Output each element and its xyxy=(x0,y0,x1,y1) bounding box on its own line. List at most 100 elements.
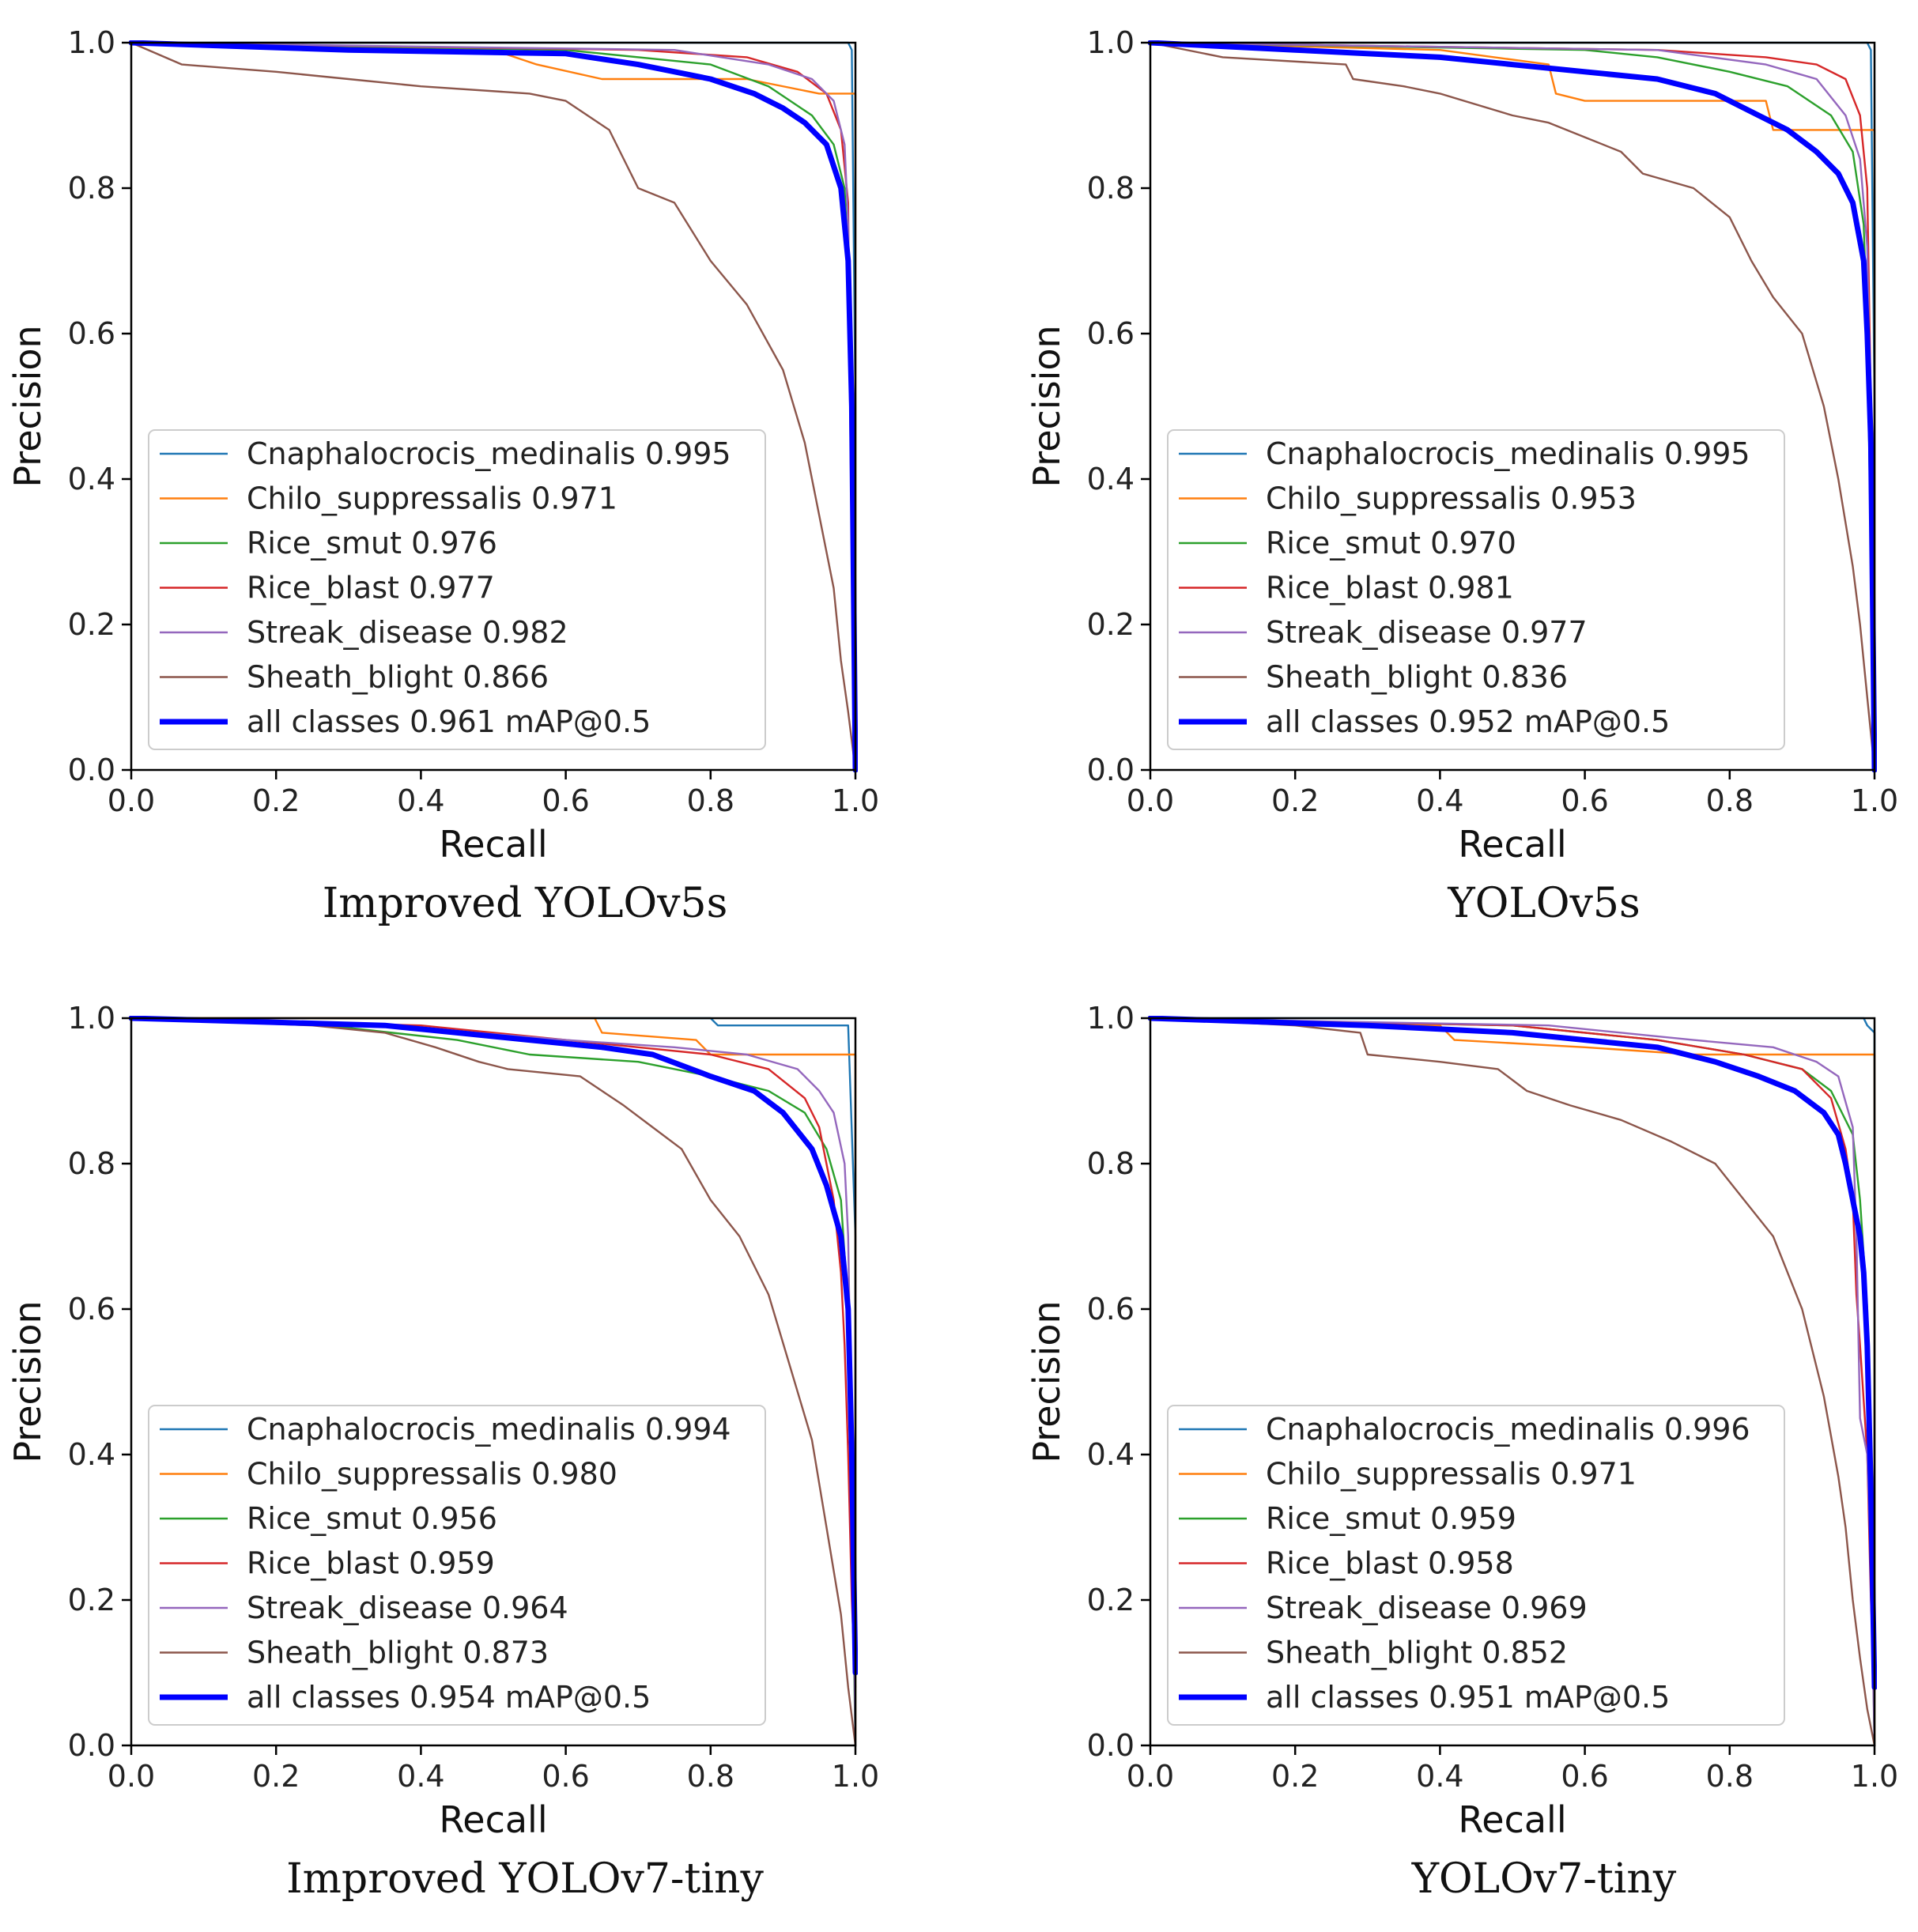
y-tick-label: 0.8 xyxy=(1087,1146,1135,1181)
legend-entry: Chilo_suppressalis 0.971 xyxy=(247,481,617,516)
legend-entry: Sheath_blight 0.852 xyxy=(1266,1636,1568,1670)
series-line-streak-disease xyxy=(130,1017,857,1747)
legend-entry: all classes 0.951 mAP@0.5 xyxy=(1266,1680,1670,1715)
legend-box xyxy=(148,1405,766,1726)
series-line-all-classes xyxy=(129,40,858,772)
y-tick-label: 0.2 xyxy=(68,607,115,642)
y-tick-label: 0.2 xyxy=(1087,1583,1135,1617)
x-tick-label: 0.0 xyxy=(1127,783,1174,818)
y-tick-label: 0.2 xyxy=(1087,607,1135,642)
legend-entry: Streak_disease 0.969 xyxy=(1266,1591,1588,1625)
x-tick-label: 0.2 xyxy=(252,1759,300,1794)
series-line-sheath-blight xyxy=(130,41,857,772)
chart-panel-2: 0.0 0.2 0.4 0.6 0.8 1.0 0.0 0.2 0.4 0.6 0.8 1.0 Reca… xyxy=(1025,25,1898,927)
legend-entry: Streak_disease 0.977 xyxy=(1266,615,1588,650)
plot-frame xyxy=(130,41,857,772)
x-axis-label: Recall xyxy=(1458,823,1566,866)
y-tick-label: 1.0 xyxy=(1087,25,1135,60)
x-tick-label: 0.6 xyxy=(1561,783,1608,818)
series-line-sheath-blight xyxy=(1149,1017,1876,1747)
legend-entry: Rice_blast 0.981 xyxy=(1266,571,1514,606)
y-tick-label: 1.0 xyxy=(1087,1001,1135,1036)
y-axis-label: Precision xyxy=(1025,1300,1068,1462)
x-tick-label: 0.0 xyxy=(108,783,155,818)
x-tick-label: 0.8 xyxy=(1706,783,1754,818)
y-tick-label: 0.8 xyxy=(68,1146,115,1181)
x-tick-label: 0.6 xyxy=(542,783,589,818)
x-tick-label: 0.0 xyxy=(108,1759,155,1794)
x-tick-label: 1.0 xyxy=(1851,783,1898,818)
x-tick-label: 0.4 xyxy=(1416,783,1463,818)
y-tick-label: 0.0 xyxy=(68,753,115,787)
y-tick-label: 0.0 xyxy=(68,1728,115,1763)
chart-caption: YOLOv5s xyxy=(1447,880,1640,927)
legend-entry: Rice_smut 0.959 xyxy=(1266,1501,1516,1536)
x-tick-label: 1.0 xyxy=(832,1759,879,1794)
chart-caption: Improved YOLOv5s xyxy=(323,880,728,927)
plot-frame xyxy=(1149,41,1876,772)
x-tick-label: 0.4 xyxy=(397,783,444,818)
legend-entry: Chilo_suppressalis 0.980 xyxy=(247,1457,617,1492)
y-axis-label: Precision xyxy=(6,325,49,487)
y-tick-label: 0.6 xyxy=(1087,1292,1135,1326)
x-tick-label: 0.2 xyxy=(1271,783,1319,818)
legend-entry: Cnaphalocrocis_medinalis 0.994 xyxy=(247,1412,731,1447)
legend-entry: Streak_disease 0.964 xyxy=(247,1591,568,1625)
y-tick-label: 0.8 xyxy=(68,171,115,206)
legend-entry: all classes 0.954 mAP@0.5 xyxy=(247,1680,651,1715)
y-axis-label: Precision xyxy=(1025,325,1068,487)
legend-entry: Cnaphalocrocis_medinalis 0.995 xyxy=(247,436,731,471)
legend-entry: Sheath_blight 0.836 xyxy=(1266,660,1568,695)
legend-box xyxy=(1167,1405,1785,1726)
chart-caption: Improved YOLOv7-tiny xyxy=(286,1855,764,1903)
legend-entry: Rice_smut 0.976 xyxy=(247,526,497,560)
y-tick-label: 0.0 xyxy=(1087,753,1135,787)
y-tick-label: 1.0 xyxy=(68,25,115,60)
chart-panel-1: 0.0 0.2 0.4 0.6 0.8 1.0 0.0 0.2 0.4 0.6 0.8 1.0 Reca… xyxy=(6,25,879,927)
y-tick-label: 0.6 xyxy=(68,1292,115,1326)
y-tick-label: 0.4 xyxy=(1087,1437,1135,1472)
legend-entry: Chilo_suppressalis 0.971 xyxy=(1266,1457,1637,1492)
y-tick-label: 0.4 xyxy=(68,462,115,496)
x-tick-label: 1.0 xyxy=(832,783,879,818)
legend-entry: Rice_smut 0.970 xyxy=(1266,526,1516,560)
series-line-sheath-blight xyxy=(1149,41,1876,772)
x-tick-label: 1.0 xyxy=(1851,1759,1898,1794)
series-line-all-classes xyxy=(129,1016,858,1676)
y-tick-label: 0.4 xyxy=(1087,462,1135,496)
legend-box xyxy=(148,429,766,750)
y-tick-label: 0.0 xyxy=(1087,1728,1135,1763)
legend: Cnaphalocrocis_medinalis 0.994 Chilo_supp… xyxy=(148,1405,766,1726)
legend-entry: Chilo_suppressalis 0.953 xyxy=(1266,481,1637,516)
series-line-all-classes xyxy=(1148,40,1877,772)
series-line-sheath-blight xyxy=(130,1017,857,1747)
series-line-all-classes xyxy=(1148,1016,1877,1690)
chart-panel-4: 0.0 0.2 0.4 0.6 0.8 1.0 0.0 0.2 0.4 0.6 0.8 1.0 Reca… xyxy=(1025,1001,1898,1903)
legend-entry: Rice_blast 0.977 xyxy=(247,571,495,606)
x-tick-label: 0.4 xyxy=(397,1759,444,1794)
legend-entry: Rice_smut 0.956 xyxy=(247,1501,497,1536)
legend-entry: Sheath_blight 0.873 xyxy=(247,1636,549,1670)
plot-frame xyxy=(1149,1017,1876,1747)
y-tick-label: 0.6 xyxy=(1087,316,1135,351)
y-axis-label: Precision xyxy=(6,1300,49,1462)
y-tick-label: 0.2 xyxy=(68,1583,115,1617)
legend-entry: Rice_blast 0.959 xyxy=(247,1546,495,1581)
legend: Cnaphalocrocis_medinalis 0.995 Chilo_supp… xyxy=(1167,429,1785,750)
y-tick-label: 1.0 xyxy=(68,1001,115,1036)
chart-panel-3: 0.0 0.2 0.4 0.6 0.8 1.0 0.0 0.2 0.4 0.6 0.8 1.0 Reca… xyxy=(6,1001,879,1903)
x-tick-label: 0.2 xyxy=(1271,1759,1319,1794)
x-tick-label: 0.8 xyxy=(687,783,734,818)
x-tick-label: 0.4 xyxy=(1416,1759,1463,1794)
x-tick-label: 0.8 xyxy=(687,1759,734,1794)
legend-entry: Rice_blast 0.958 xyxy=(1266,1546,1514,1581)
chart-caption: YOLOv7-tiny xyxy=(1411,1855,1677,1903)
y-tick-label: 0.4 xyxy=(68,1437,115,1472)
y-tick-label: 0.8 xyxy=(1087,171,1135,206)
x-tick-label: 0.2 xyxy=(252,783,300,818)
legend-entry: Sheath_blight 0.866 xyxy=(247,660,549,695)
legend: Cnaphalocrocis_medinalis 0.996 Chilo_supp… xyxy=(1167,1405,1785,1726)
legend-entry: all classes 0.961 mAP@0.5 xyxy=(247,704,651,739)
x-tick-label: 0.6 xyxy=(1561,1759,1608,1794)
